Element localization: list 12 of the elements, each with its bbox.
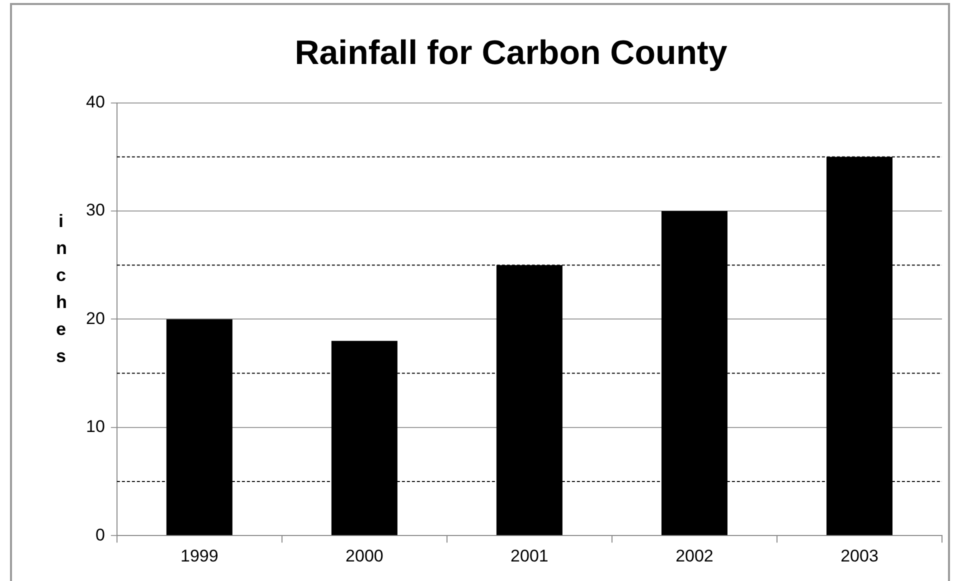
y-tick-label: 10: [86, 417, 105, 436]
y-axis-title: inches: [56, 210, 67, 368]
x-tick-label: 2000: [346, 546, 384, 566]
y-tick-label: 20: [86, 308, 105, 328]
x-tick-label: 2002: [676, 546, 714, 566]
y-tick-label: 40: [86, 92, 105, 112]
y-tick-label: 30: [86, 200, 105, 220]
chart-title: Rainfall for Carbon County: [294, 34, 728, 72]
x-tick-label: 1999: [180, 546, 218, 566]
x-tick-label: 2001: [510, 546, 548, 566]
x-tick-label: 2003: [840, 546, 878, 566]
y-tick-label: 0: [95, 525, 105, 544]
